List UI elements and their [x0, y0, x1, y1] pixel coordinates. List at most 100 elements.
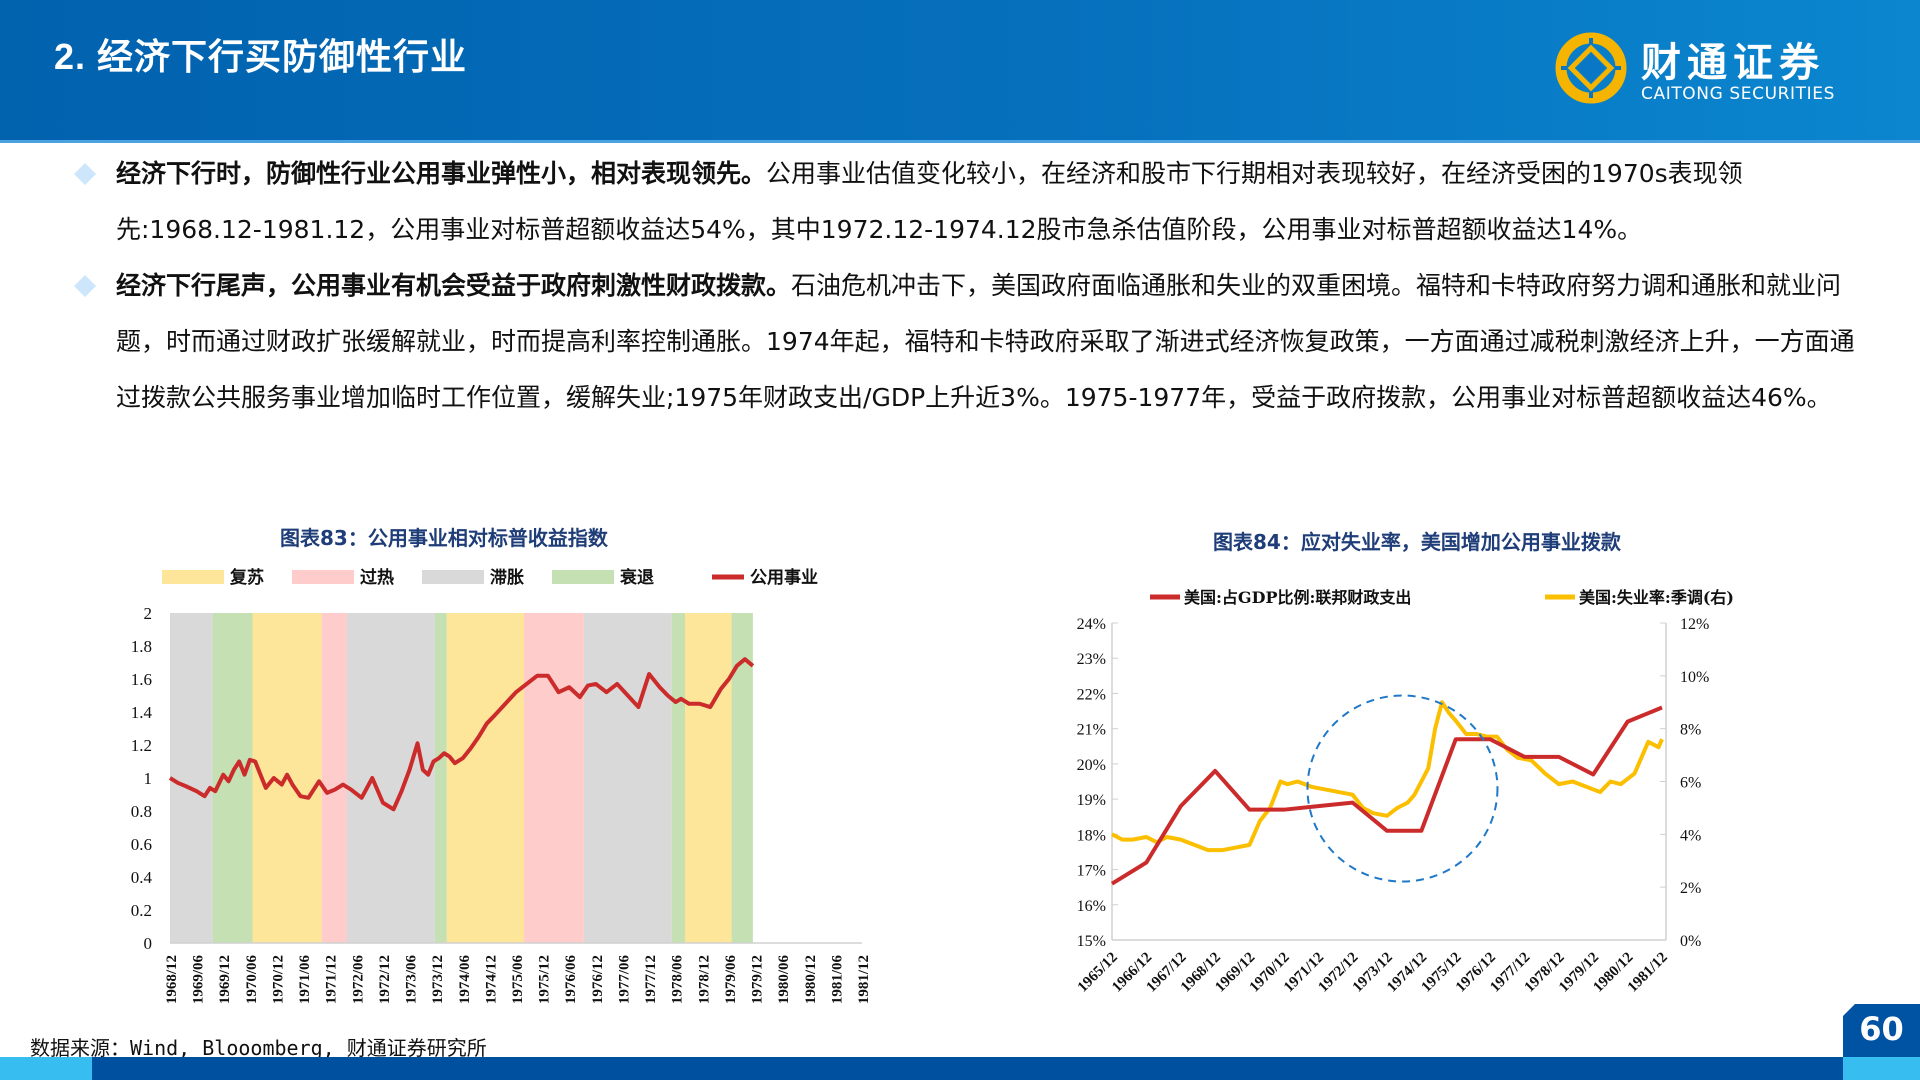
svg-text:1: 1: [144, 769, 153, 788]
svg-text:1971/06: 1971/06: [297, 955, 313, 1005]
svg-text:1.2: 1.2: [131, 736, 152, 755]
legend-item: 滞胀: [422, 568, 524, 588]
svg-text:18%: 18%: [1077, 827, 1106, 844]
svg-text:1974/12: 1974/12: [483, 955, 499, 1004]
svg-text:1970/06: 1970/06: [244, 955, 260, 1005]
svg-text:1969/06: 1969/06: [191, 955, 207, 1005]
svg-text:0.2: 0.2: [131, 901, 152, 920]
phase-band: [523, 613, 584, 943]
svg-text:19%: 19%: [1077, 792, 1106, 809]
svg-text:21%: 21%: [1077, 722, 1106, 739]
phase-band: [583, 613, 672, 943]
logo-chinese-name: 财通证券: [1641, 39, 1825, 86]
bullet-point-2: 经济下行尾声，公用事业有机会受益于政府刺激性财政拨款。石油危机冲击下，美国政府面…: [70, 258, 1870, 426]
bullet-1-headline: 经济下行时，防御性行业公用事业弹性小，相对表现领先。: [116, 159, 767, 188]
svg-text:1980/06: 1980/06: [776, 955, 792, 1005]
page-number: 60: [1859, 1010, 1904, 1048]
svg-text:美国:失业率:季调(右): 美国:失业率:季调(右): [1579, 588, 1734, 607]
svg-text:1973/12: 1973/12: [430, 955, 446, 1004]
company-logo: 财通证券 CAITONG SECURITIES: [1555, 28, 1855, 110]
svg-text:1.6: 1.6: [131, 670, 152, 689]
svg-text:1981/12: 1981/12: [856, 955, 872, 1004]
svg-text:0.4: 0.4: [131, 868, 153, 887]
logo-english-name: CAITONG SECURITIES: [1641, 84, 1835, 104]
legend-item: 复苏: [162, 567, 264, 588]
chart-84-fiscal-vs-unemployment: 美国:占GDP比例:联邦财政支出 美国:失业率:季调(右) 15% 16% 17% 18%…: [1075, 588, 1734, 996]
svg-text:2%: 2%: [1680, 880, 1701, 897]
bullet-2-body: 石油危机冲击下，美国政府面临通胀和失业的双重困境。福特和卡特政府努力调和通胀和就…: [116, 271, 1855, 412]
chart-83-title: 图表83：公用事业相对标普收益指数: [280, 526, 608, 550]
svg-text:0: 0: [144, 934, 153, 953]
bullet-2-headline: 经济下行尾声，公用事业有机会受益于政府刺激性财政拨款。: [116, 271, 792, 300]
svg-text:1971/12: 1971/12: [324, 955, 340, 1004]
svg-text:1974/06: 1974/06: [457, 955, 473, 1005]
svg-text:衰退: 衰退: [619, 567, 654, 588]
svg-text:过热: 过热: [360, 567, 394, 588]
svg-text:2: 2: [144, 604, 153, 623]
page-title: 2. 经济下行买防御性行业: [54, 36, 468, 77]
svg-text:16%: 16%: [1077, 898, 1106, 915]
footer-accent-left: [0, 1057, 92, 1080]
caitong-logo-icon: [1555, 32, 1627, 104]
phase-band: [671, 613, 686, 943]
phase-band: [685, 613, 732, 943]
legend-item: 过热: [292, 567, 394, 588]
svg-text:1980/12: 1980/12: [803, 955, 819, 1004]
highlight-circle: [1306, 694, 1499, 883]
page-number-box: [1843, 1004, 1920, 1057]
svg-text:1975/12: 1975/12: [537, 955, 553, 1004]
svg-text:0%: 0%: [1680, 933, 1701, 950]
svg-text:1.4: 1.4: [131, 703, 153, 722]
diamond-bullet-icon: [74, 163, 96, 185]
svg-text:0.8: 0.8: [131, 802, 152, 821]
chart-83-utility-relative-index: 复苏 过热 滞胀 衰退 公用事业 0 0.2 0.4 0.6 0.8 1 1.2 1.4 1.6 1.8 2 1…: [131, 567, 872, 1005]
svg-text:17%: 17%: [1077, 863, 1106, 880]
svg-text:1977/12: 1977/12: [643, 955, 659, 1004]
svg-text:1978/12: 1978/12: [696, 955, 712, 1004]
svg-text:20%: 20%: [1077, 757, 1106, 774]
svg-text:1979/12: 1979/12: [750, 955, 766, 1004]
phase-band: [434, 613, 447, 943]
svg-text:1979/06: 1979/06: [723, 955, 739, 1005]
utility-line: [168, 657, 755, 812]
svg-text:1972/12: 1972/12: [377, 955, 393, 1004]
svg-text:22%: 22%: [1077, 686, 1106, 703]
svg-text:1978/06: 1978/06: [670, 955, 686, 1005]
bullet-point-1: 经济下行时，防御性行业公用事业弹性小，相对表现领先。公用事业估值变化较小，在经济…: [70, 146, 1870, 258]
fiscal-spending-line: [1110, 705, 1663, 886]
svg-text:4%: 4%: [1680, 827, 1701, 844]
phase-band: [731, 613, 753, 943]
svg-text:1969/12: 1969/12: [217, 955, 233, 1004]
svg-text:12%: 12%: [1680, 616, 1709, 633]
phase-band: [446, 613, 524, 943]
svg-text:1976/06: 1976/06: [563, 955, 579, 1005]
svg-text:1.8: 1.8: [131, 637, 152, 656]
svg-text:公用事业: 公用事业: [750, 568, 818, 588]
svg-text:1975/06: 1975/06: [510, 955, 526, 1005]
legend-item: 衰退: [552, 567, 654, 588]
svg-text:24%: 24%: [1077, 616, 1106, 633]
data-source-note: 数据来源：Wind, Blooomberg, 财通证券研究所: [30, 1036, 487, 1060]
legend-item: 美国:失业率:季调(右): [1545, 588, 1734, 607]
phase-band: [321, 613, 347, 943]
svg-text:1976/12: 1976/12: [590, 955, 606, 1004]
svg-text:1970/12: 1970/12: [270, 955, 286, 1004]
svg-text:8%: 8%: [1680, 722, 1701, 739]
header-divider: [0, 140, 1920, 143]
diamond-bullet-icon: [74, 275, 96, 297]
svg-text:滞胀: 滞胀: [490, 568, 524, 588]
svg-text:0.6: 0.6: [131, 835, 152, 854]
footer-bar: [0, 1057, 1920, 1080]
phase-band: [170, 613, 213, 943]
phase-band: [346, 613, 435, 943]
svg-text:15%: 15%: [1077, 933, 1106, 950]
chart-84-title: 图表84：应对失业率，美国增加公用事业拨款: [1213, 530, 1621, 554]
svg-text:1973/06: 1973/06: [404, 955, 420, 1005]
footer-accent-right: [1843, 1057, 1920, 1080]
body-text: 经济下行时，防御性行业公用事业弹性小，相对表现领先。公用事业估值变化较小，在经济…: [70, 146, 1870, 426]
bullet-1-body: 公用事业估值变化较小，在经济和股市下行期相对表现较好，在经济受困的1970s表现…: [116, 159, 1743, 244]
svg-text:23%: 23%: [1077, 651, 1106, 668]
unemployment-line: [1111, 700, 1664, 853]
legend-item: 美国:占GDP比例:联邦财政支出: [1150, 588, 1411, 607]
svg-text:1977/06: 1977/06: [616, 955, 632, 1005]
